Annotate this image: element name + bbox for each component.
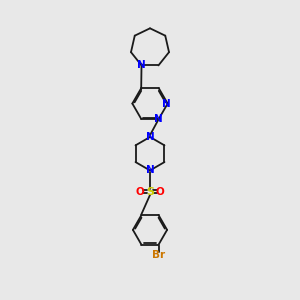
Text: N: N: [162, 99, 171, 109]
Text: N: N: [146, 165, 154, 176]
Text: O: O: [136, 187, 145, 197]
Text: N: N: [137, 60, 146, 70]
Text: S: S: [146, 187, 154, 197]
Text: O: O: [155, 187, 164, 197]
Text: N: N: [146, 132, 154, 142]
Text: Br: Br: [152, 250, 165, 260]
Text: N: N: [154, 114, 162, 124]
